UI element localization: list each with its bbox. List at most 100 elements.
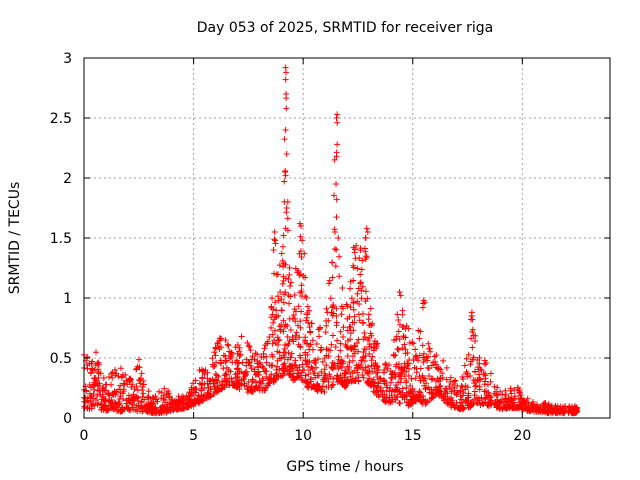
data-point: [297, 318, 304, 325]
data-point: [350, 300, 357, 307]
data-point: [198, 393, 205, 400]
data-point: [560, 409, 567, 416]
data-point: [482, 372, 489, 379]
data-point: [282, 349, 289, 356]
data-point: [264, 382, 271, 389]
data-point: [437, 374, 444, 381]
data-point: [358, 361, 365, 368]
data-point: [166, 394, 173, 401]
data-point: [347, 330, 354, 337]
data-point: [360, 319, 367, 326]
data-point: [278, 296, 285, 303]
y-tick-label: 2.5: [50, 111, 72, 127]
data-point: [137, 380, 144, 387]
data-point: [329, 274, 336, 281]
x-tick-label: 20: [513, 428, 531, 444]
data-point: [421, 375, 428, 382]
data-point: [251, 356, 258, 363]
data-point: [214, 339, 221, 346]
data-point: [404, 360, 411, 367]
data-point: [351, 319, 358, 326]
data-point: [485, 389, 492, 396]
data-point: [416, 335, 423, 342]
data-point: [365, 363, 372, 370]
data-point: [309, 346, 316, 353]
data-point: [519, 406, 526, 413]
data-point: [166, 393, 173, 400]
data-point: [209, 355, 216, 362]
data-point: [347, 304, 354, 311]
data-point: [330, 310, 337, 317]
data-point: [285, 276, 292, 283]
data-point: [422, 401, 429, 408]
data-point: [183, 393, 190, 400]
data-point: [87, 394, 94, 401]
data-point: [282, 225, 289, 232]
data-point: [357, 280, 364, 287]
data-point: [355, 348, 362, 355]
data-point: [138, 405, 145, 412]
data-point: [374, 340, 381, 347]
data-point: [329, 382, 336, 389]
data-point: [270, 247, 277, 253]
data-point: [316, 325, 323, 332]
data-point: [292, 332, 299, 339]
data-point: [323, 362, 330, 369]
data-point: [282, 172, 289, 179]
data-point: [338, 364, 345, 371]
data-point: [225, 367, 232, 374]
data-point: [286, 337, 293, 344]
x-tick-label: 10: [294, 428, 312, 444]
data-point: [450, 402, 457, 409]
data-point: [397, 391, 404, 398]
data-point: [290, 312, 297, 319]
data-point: [458, 396, 465, 403]
data-point: [269, 331, 276, 338]
chart-title: Day 053 of 2025, SRMTID for receiver rig…: [197, 20, 494, 36]
data-point: [342, 367, 349, 374]
data-point: [117, 389, 124, 396]
data-point: [304, 351, 311, 358]
data-point: [246, 343, 253, 350]
data-point: [428, 376, 435, 383]
data-point: [261, 345, 268, 352]
data-point: [335, 235, 342, 241]
data-point: [152, 395, 159, 402]
data-point: [403, 399, 410, 406]
data-point: [521, 398, 528, 405]
data-point: [368, 357, 375, 364]
data-point: [417, 328, 424, 335]
data-point: [545, 409, 552, 416]
data-point: [325, 317, 332, 324]
data-point: [351, 343, 358, 350]
data-point: [241, 376, 248, 383]
data-point: [263, 353, 270, 360]
data-point: [421, 299, 428, 306]
data-point: [333, 312, 340, 319]
data-point: [268, 371, 275, 378]
data-point: [309, 365, 316, 372]
data-point: [444, 390, 451, 397]
data-point: [362, 352, 369, 359]
data-point: [347, 336, 354, 343]
data-point: [356, 317, 363, 324]
data-point: [425, 365, 432, 372]
data-point: [298, 288, 305, 295]
data-point: [300, 272, 307, 279]
data-point: [274, 293, 281, 300]
data-point: [395, 346, 402, 353]
data-point: [350, 327, 357, 334]
data-point: [245, 342, 252, 349]
data-point: [381, 398, 388, 405]
data-point: [491, 390, 498, 397]
data-point: [401, 363, 408, 370]
data-point: [392, 382, 399, 389]
data-point: [88, 405, 95, 412]
data-point: [358, 295, 365, 302]
data-point: [362, 255, 369, 262]
data-point: [351, 346, 358, 353]
data-point: [301, 377, 308, 384]
data-point: [322, 372, 329, 379]
data-point: [272, 377, 279, 384]
data-point: [92, 374, 99, 381]
